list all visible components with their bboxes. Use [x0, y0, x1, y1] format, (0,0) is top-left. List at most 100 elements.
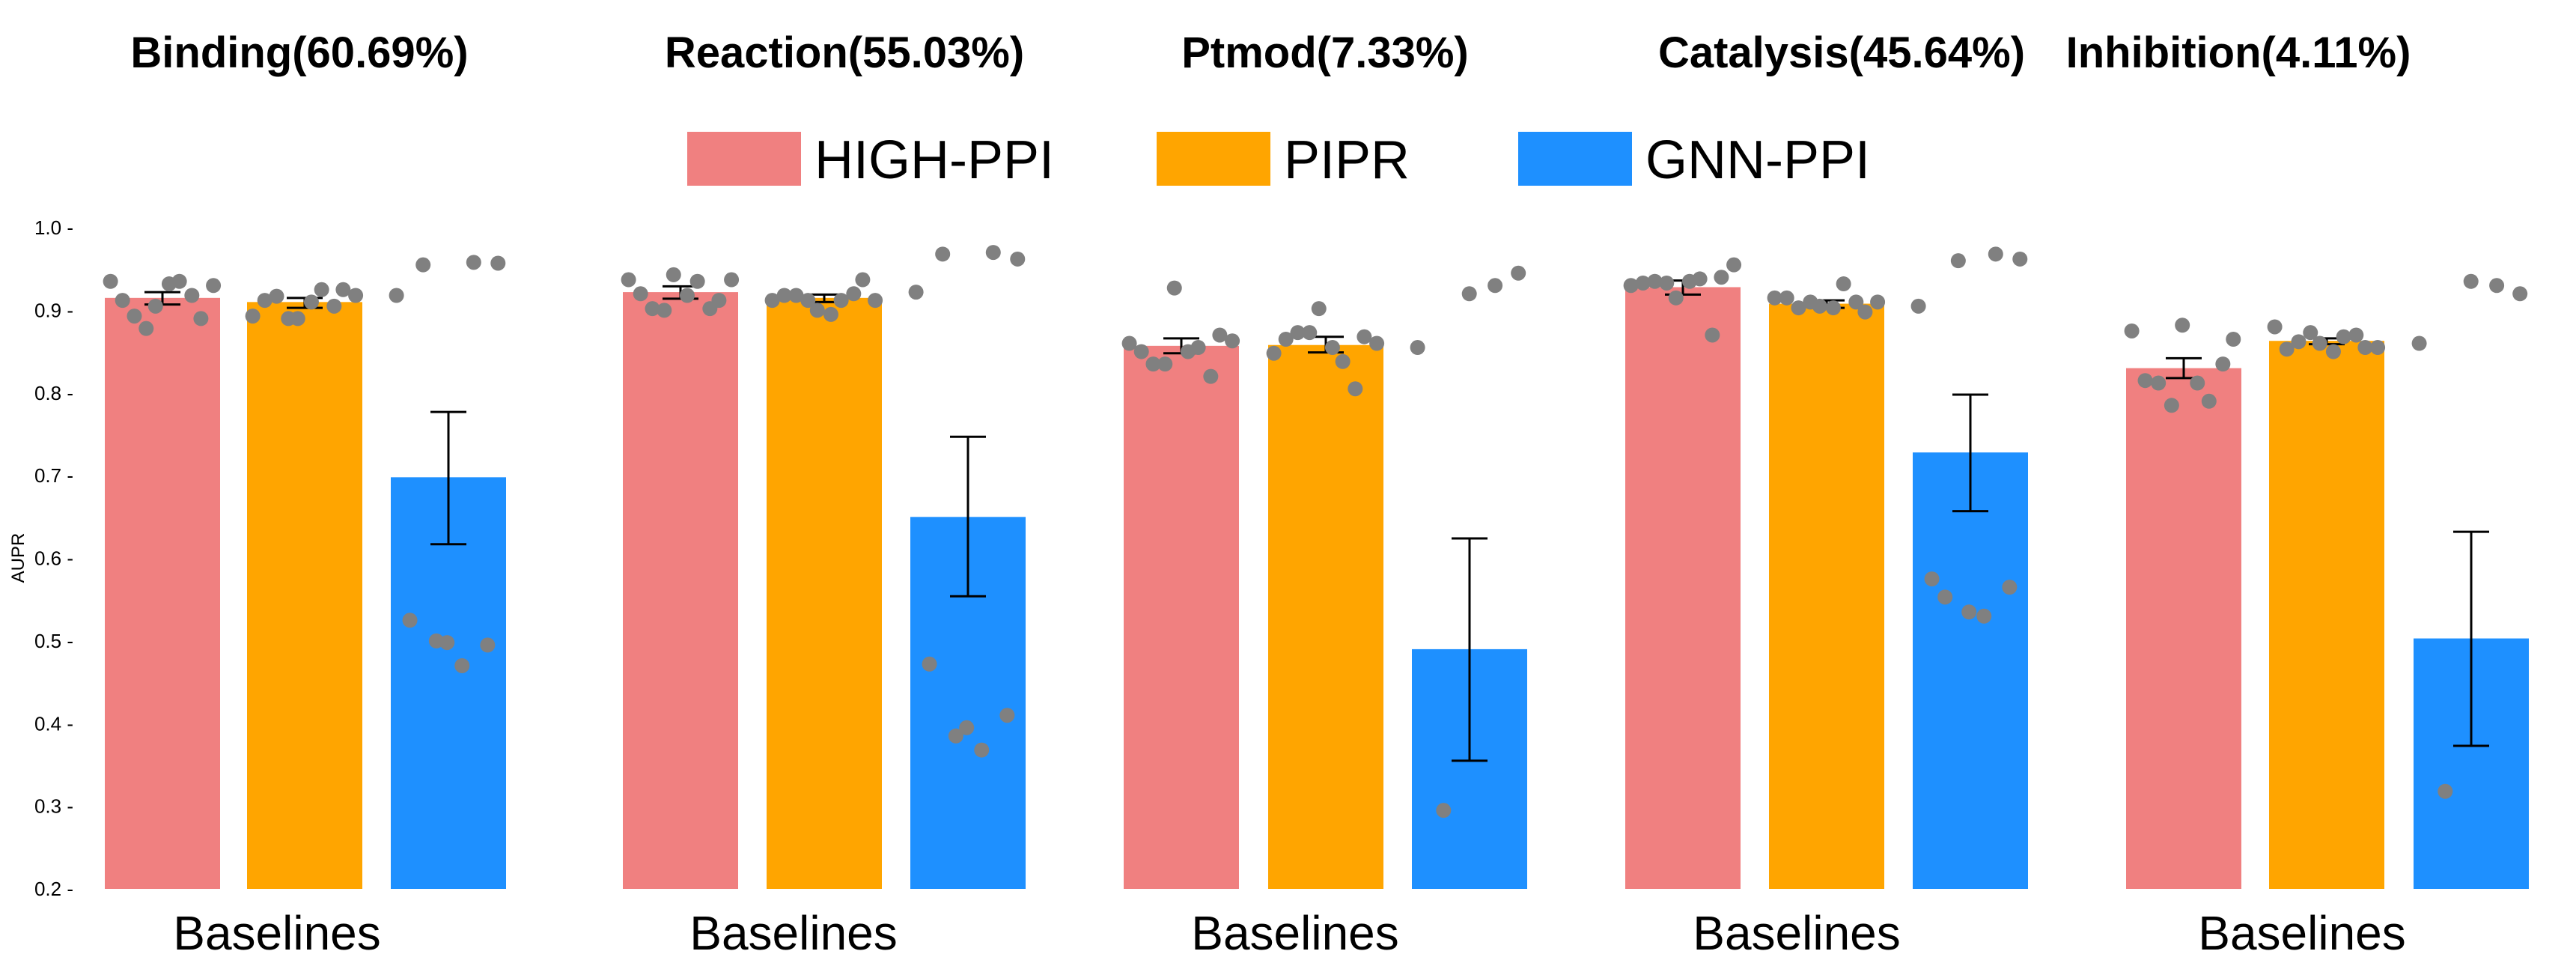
data-point	[1767, 290, 1782, 306]
data-point	[823, 306, 838, 322]
bar	[247, 302, 362, 889]
data-point	[1488, 278, 1503, 294]
panel-title: Catalysis(45.64%)	[1658, 28, 2025, 77]
data-point	[1870, 294, 1886, 310]
data-point	[138, 321, 154, 336]
data-point	[1348, 381, 1363, 397]
data-point	[1705, 327, 1720, 343]
panel: Baselines	[621, 245, 1026, 960]
error-bar	[1452, 537, 1488, 762]
data-point	[2267, 319, 2283, 335]
data-point	[1369, 335, 1385, 351]
error-bar	[950, 435, 986, 598]
data-point	[184, 288, 200, 303]
data-point	[2012, 251, 2028, 267]
data-point	[922, 656, 937, 672]
data-point	[1779, 290, 1794, 306]
data-point	[833, 293, 849, 309]
data-point	[1726, 257, 1742, 273]
y-tick-label: 0.7 -	[34, 464, 73, 487]
data-point	[1623, 278, 1639, 294]
data-point	[2190, 375, 2205, 391]
data-point	[689, 273, 705, 289]
data-point	[1010, 251, 1026, 267]
bar	[2126, 368, 2241, 889]
data-point	[2512, 286, 2528, 302]
data-point	[621, 272, 636, 288]
data-point	[1659, 275, 1675, 291]
y-tick-label: 0.8 -	[34, 382, 73, 404]
x-category-label: Baselines	[2198, 906, 2406, 960]
data-point	[711, 293, 727, 309]
data-point	[2357, 340, 2373, 356]
data-point	[245, 309, 261, 324]
panel-title: Reaction(55.03%)	[665, 28, 1024, 77]
data-point	[657, 303, 672, 318]
legend-swatch	[1157, 132, 1270, 186]
legend-entry: GNN-PPI	[1518, 130, 1870, 190]
bar	[1625, 287, 1741, 890]
data-point	[402, 613, 418, 628]
data-point	[303, 294, 319, 310]
data-point	[2312, 335, 2327, 351]
legend-label: PIPR	[1284, 130, 1410, 190]
data-point	[103, 273, 118, 289]
data-point	[290, 311, 305, 326]
y-tick-label: 1.0 -	[34, 216, 73, 239]
error-bar	[430, 410, 466, 546]
data-point	[809, 303, 825, 318]
data-point	[1121, 335, 1137, 351]
bar	[623, 292, 738, 889]
data-point	[1825, 300, 1841, 316]
data-point	[2226, 332, 2241, 347]
data-point	[645, 301, 660, 317]
data-point	[985, 245, 1001, 261]
data-point	[1278, 332, 1294, 347]
data-point	[974, 742, 990, 758]
data-point	[1190, 340, 1206, 356]
data-point	[193, 311, 209, 326]
legend-swatch	[687, 132, 801, 186]
data-point	[1692, 271, 1708, 287]
data-point	[2002, 580, 2018, 595]
bar	[105, 297, 220, 890]
data-point	[1668, 290, 1684, 306]
x-category-label: Baselines	[1693, 906, 1901, 960]
data-point	[1410, 340, 1425, 356]
bar	[1769, 303, 1884, 889]
y-axis: 0.2 - 0.3 - 0.4 - 0.5 - 0.6 - 0.7 - 0.8 - 0.9 -…	[8, 216, 73, 900]
legend-label: GNN-PPI	[1645, 130, 1870, 190]
legend-swatch	[1518, 132, 1632, 186]
data-point	[2151, 375, 2167, 391]
x-category-label: Baselines	[173, 906, 381, 960]
data-point	[666, 267, 681, 282]
legend-label: HIGH-PPI	[814, 130, 1054, 190]
legend-entry: HIGH-PPI	[687, 130, 1054, 190]
x-category-label: Baselines	[689, 906, 898, 960]
data-point	[2124, 323, 2140, 338]
y-tick-label: 0.5 -	[34, 630, 73, 652]
data-point	[788, 288, 804, 303]
data-point	[724, 272, 740, 288]
panel-title: Inhibition(4.11%)	[2066, 28, 2411, 77]
data-point	[127, 309, 142, 324]
data-point	[1961, 604, 1977, 620]
data-point	[2303, 325, 2318, 341]
data-point	[1647, 273, 1663, 289]
data-point	[1836, 276, 1851, 292]
data-point	[868, 293, 883, 309]
data-point	[490, 255, 506, 271]
data-point	[764, 293, 780, 309]
data-point	[800, 293, 816, 309]
data-point	[2215, 356, 2231, 372]
data-point	[269, 288, 284, 304]
legend-entry: PIPR	[1157, 130, 1410, 190]
panels: Baselines Baselines Baselines Baselines Base…	[103, 245, 2529, 960]
data-point	[439, 635, 455, 651]
data-point	[1635, 275, 1651, 291]
data-point	[1857, 304, 1873, 320]
data-point	[2336, 329, 2351, 344]
data-point	[1812, 298, 1827, 314]
data-point	[1225, 333, 1240, 349]
data-point	[1976, 608, 1992, 624]
